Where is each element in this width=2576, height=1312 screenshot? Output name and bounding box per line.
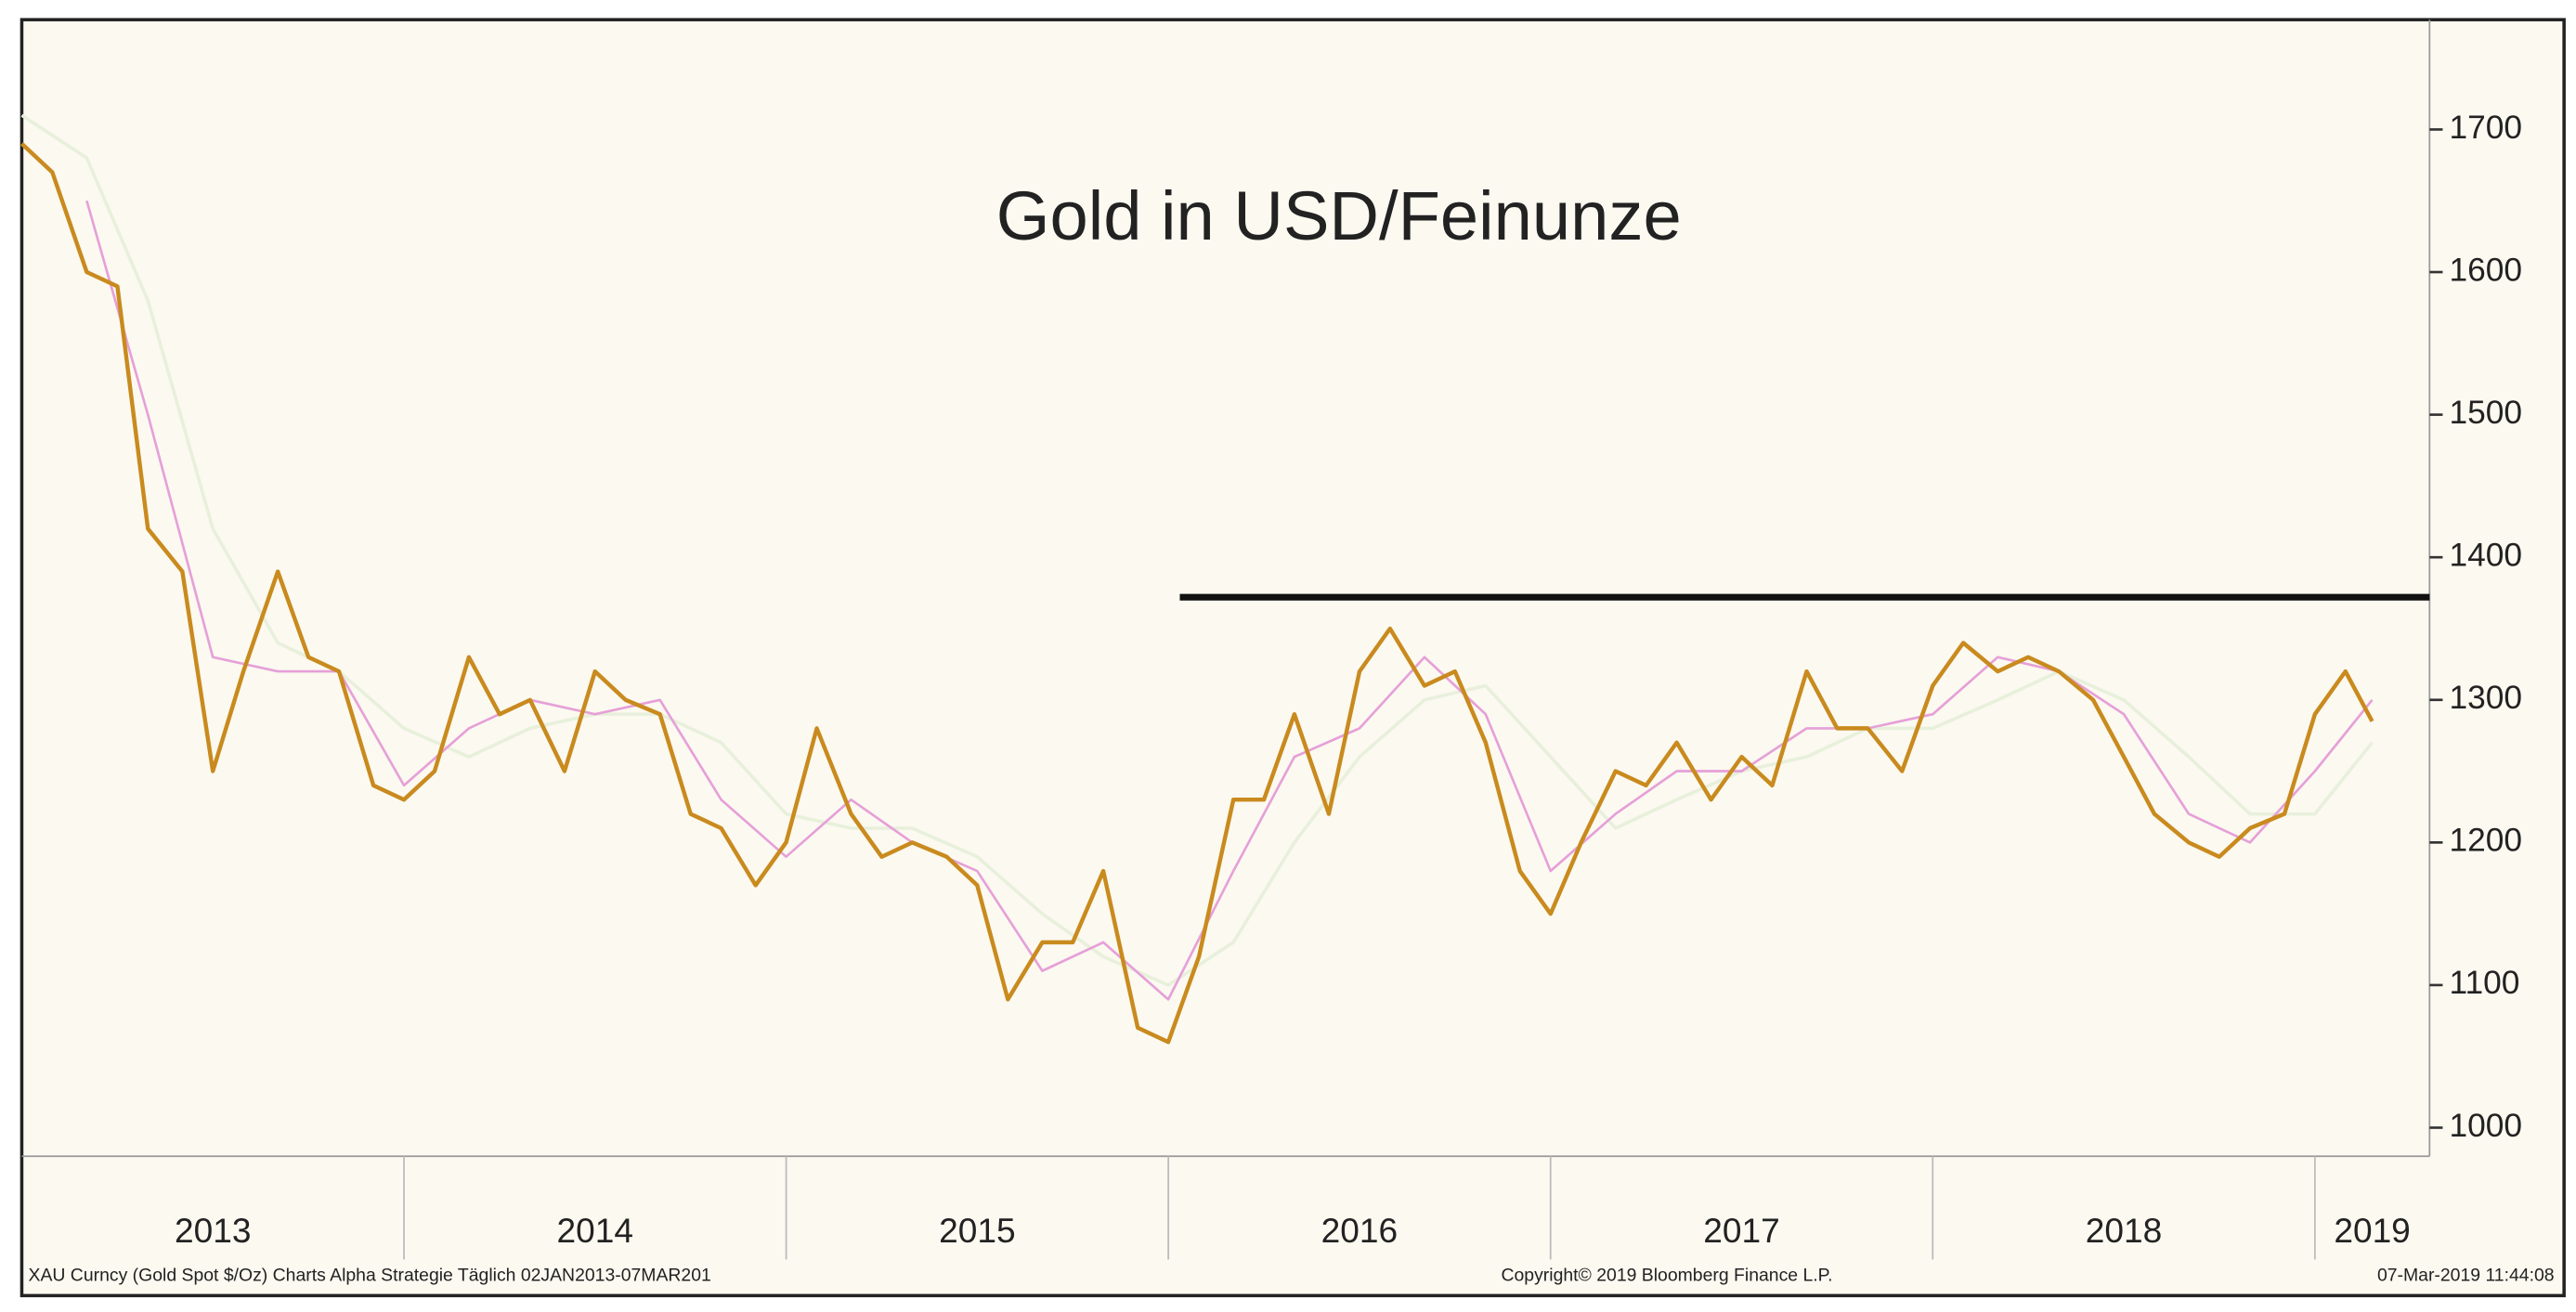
x-tick-label: 2014 bbox=[557, 1211, 633, 1250]
y-tick-label: 1700 bbox=[2450, 110, 2523, 146]
y-tick-label: 1100 bbox=[2450, 965, 2520, 1001]
x-tick-label: 2013 bbox=[175, 1211, 251, 1250]
footer-timestamp: 07-Mar-2019 11:44:08 bbox=[2377, 1265, 2555, 1285]
x-tick-label: 2018 bbox=[2086, 1211, 2162, 1250]
y-tick-label: 1200 bbox=[2450, 823, 2523, 859]
plot-area: 2013 2014 2015 2016 2017 2018 2019 1000 1100 1200… bbox=[20, 110, 2523, 1260]
y-tick-label: 1500 bbox=[2450, 395, 2523, 431]
y-tick-label: 1400 bbox=[2450, 538, 2523, 574]
footer-copyright: Copyright© 2019 Bloomberg Finance L.P. bbox=[1502, 1265, 1833, 1285]
y-tick-label: 1000 bbox=[2450, 1108, 2523, 1144]
y-tick-label: 1600 bbox=[2450, 252, 2523, 288]
chart-title: Gold in USD/Feinunze bbox=[996, 177, 1682, 254]
price-line bbox=[20, 113, 2374, 987]
x-tick-label: 2017 bbox=[1703, 1211, 1779, 1250]
price-line bbox=[85, 200, 2374, 1001]
price-line bbox=[20, 142, 2374, 1045]
x-tick-label: 2015 bbox=[939, 1211, 1015, 1250]
footer-source: XAU Curncy (Gold Spot $/Oz) Charts Alpha… bbox=[29, 1265, 711, 1285]
x-tick-label: 2019 bbox=[2334, 1211, 2410, 1250]
x-tick-label: 2016 bbox=[1321, 1211, 1398, 1250]
chart-frame bbox=[20, 18, 2566, 1298]
y-tick-label: 1300 bbox=[2450, 680, 2523, 716]
